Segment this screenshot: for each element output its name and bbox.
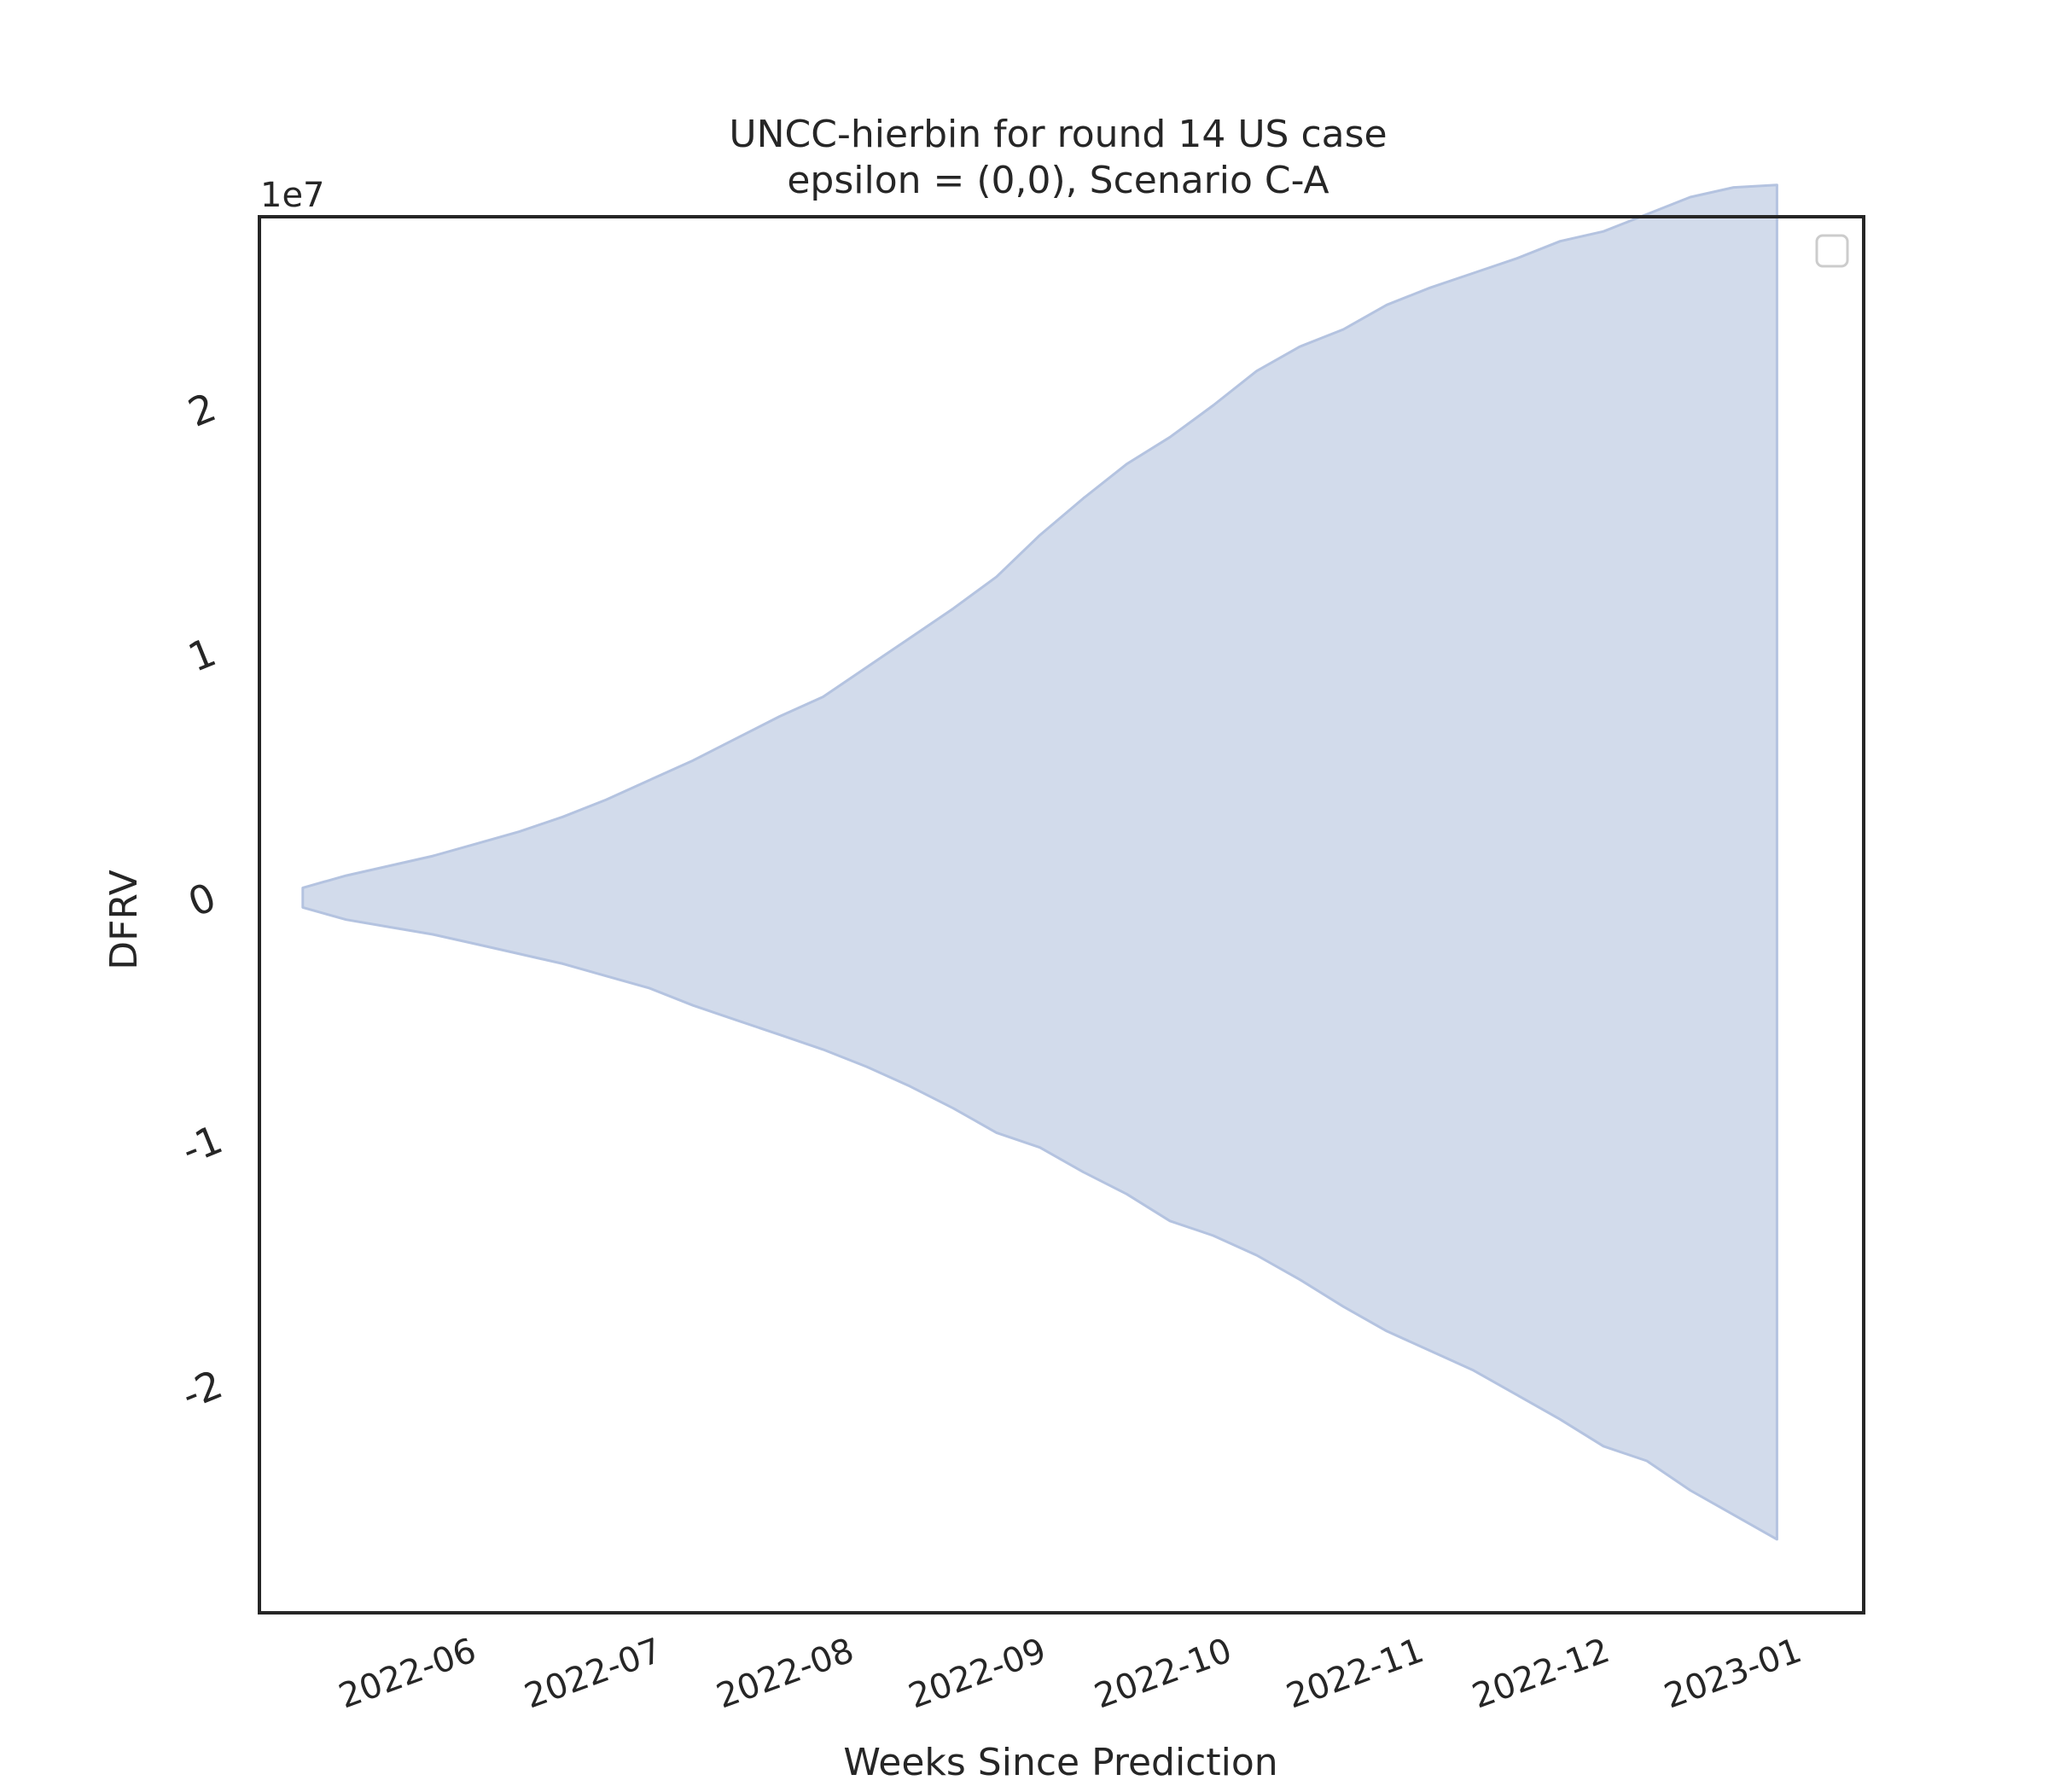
chart-title-line-1: UNCC-hierbin for round 14 US case xyxy=(729,113,1387,156)
uncertainty-band-0 xyxy=(301,183,1778,1541)
y-offset-label: 1e7 xyxy=(260,176,325,215)
plot-area xyxy=(301,183,1778,1541)
y-axis-label: DFRV xyxy=(102,870,146,969)
legend-box xyxy=(1815,234,1849,268)
x-axis-label: Weeks Since Prediction xyxy=(843,1741,1277,1784)
plot-frame xyxy=(258,215,1865,1615)
chart-title-line-2: epsilon = (0,0), Scenario C-A xyxy=(787,159,1329,202)
